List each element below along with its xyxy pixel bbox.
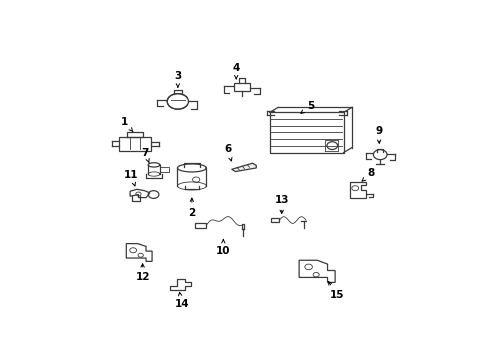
- Text: 14: 14: [174, 292, 188, 309]
- Text: 11: 11: [124, 170, 138, 186]
- Polygon shape: [170, 279, 191, 291]
- Text: 12: 12: [135, 264, 149, 283]
- Polygon shape: [270, 218, 279, 222]
- Polygon shape: [126, 244, 152, 261]
- Text: 9: 9: [374, 126, 382, 143]
- Polygon shape: [234, 82, 250, 91]
- Text: 15: 15: [328, 282, 344, 300]
- Text: 1: 1: [121, 117, 133, 132]
- Text: 4: 4: [232, 63, 240, 79]
- Text: 7: 7: [142, 148, 149, 163]
- Text: 13: 13: [274, 195, 288, 213]
- Text: 3: 3: [174, 71, 181, 87]
- Polygon shape: [299, 260, 334, 283]
- Polygon shape: [349, 182, 365, 198]
- Text: 6: 6: [224, 144, 231, 161]
- Polygon shape: [269, 112, 343, 153]
- Text: 10: 10: [216, 239, 230, 256]
- Polygon shape: [231, 163, 256, 172]
- Text: 8: 8: [361, 168, 374, 181]
- Polygon shape: [195, 223, 205, 228]
- Text: 2: 2: [188, 198, 195, 218]
- Polygon shape: [119, 136, 151, 150]
- Polygon shape: [130, 189, 149, 198]
- Text: 5: 5: [300, 100, 313, 113]
